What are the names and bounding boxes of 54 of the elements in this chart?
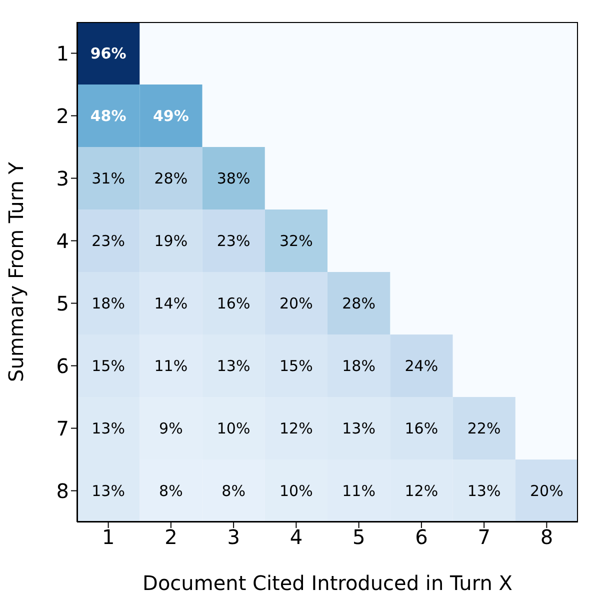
- data-label: 16%: [404, 419, 438, 438]
- y-axis-title: Summary From Turn Y: [4, 161, 28, 382]
- data-label: 8%: [222, 482, 246, 500]
- x-tick-label: 4: [290, 525, 303, 550]
- data-label: 18%: [342, 356, 376, 375]
- data-label: 13%: [92, 482, 125, 500]
- x-tick-label: 5: [352, 525, 366, 550]
- data-label: 11%: [154, 356, 188, 375]
- data-label: 49%: [152, 106, 189, 125]
- data-label: 28%: [342, 294, 376, 312]
- data-label: 13%: [342, 419, 376, 438]
- data-label: 38%: [216, 169, 250, 188]
- data-label: 10%: [216, 419, 250, 438]
- data-label: 28%: [154, 169, 188, 188]
- data-label: 22%: [467, 419, 501, 438]
- data-label: 9%: [159, 419, 183, 438]
- x-tick-label: 6: [415, 525, 428, 550]
- y-tick-label: 2: [56, 104, 69, 128]
- x-tick-label: 2: [164, 525, 178, 550]
- y-tick-label: 1: [56, 41, 69, 66]
- data-label: 20%: [530, 482, 564, 500]
- y-tick-label: 3: [56, 166, 69, 190]
- data-label: 13%: [216, 356, 250, 375]
- data-label: 13%: [92, 419, 125, 438]
- data-label: 31%: [92, 169, 125, 188]
- data-label: 23%: [92, 232, 125, 250]
- data-label: 15%: [92, 356, 125, 375]
- data-label: 12%: [404, 482, 438, 500]
- data-label: 24%: [404, 356, 438, 375]
- x-tick-label: 8: [540, 525, 554, 550]
- y-tick-label: 6: [56, 354, 69, 378]
- data-label: 20%: [280, 294, 313, 312]
- x-tick-label: 1: [102, 525, 115, 550]
- x-tick-label: 3: [227, 525, 240, 550]
- data-label: 96%: [90, 44, 126, 62]
- data-label: 13%: [467, 482, 501, 500]
- x-axis-title: Document Cited Introduced in Turn X: [142, 571, 513, 595]
- y-tick-label: 5: [56, 291, 69, 316]
- data-label: 11%: [342, 482, 376, 500]
- data-label: 16%: [216, 294, 250, 312]
- y-tick-label: 4: [56, 228, 69, 253]
- data-label: 8%: [159, 482, 183, 500]
- data-label: 15%: [280, 356, 313, 375]
- data-label: 14%: [154, 294, 188, 312]
- data-label: 18%: [92, 294, 125, 312]
- y-tick-label: 8: [56, 478, 69, 503]
- y-tick-label: 7: [56, 416, 69, 440]
- data-label: 32%: [280, 232, 313, 250]
- data-label: 12%: [280, 419, 313, 438]
- data-label: 48%: [90, 106, 126, 125]
- data-label: 23%: [216, 232, 250, 250]
- data-label: 10%: [280, 482, 313, 500]
- x-tick-label: 7: [478, 525, 490, 550]
- data-label: 19%: [154, 232, 188, 250]
